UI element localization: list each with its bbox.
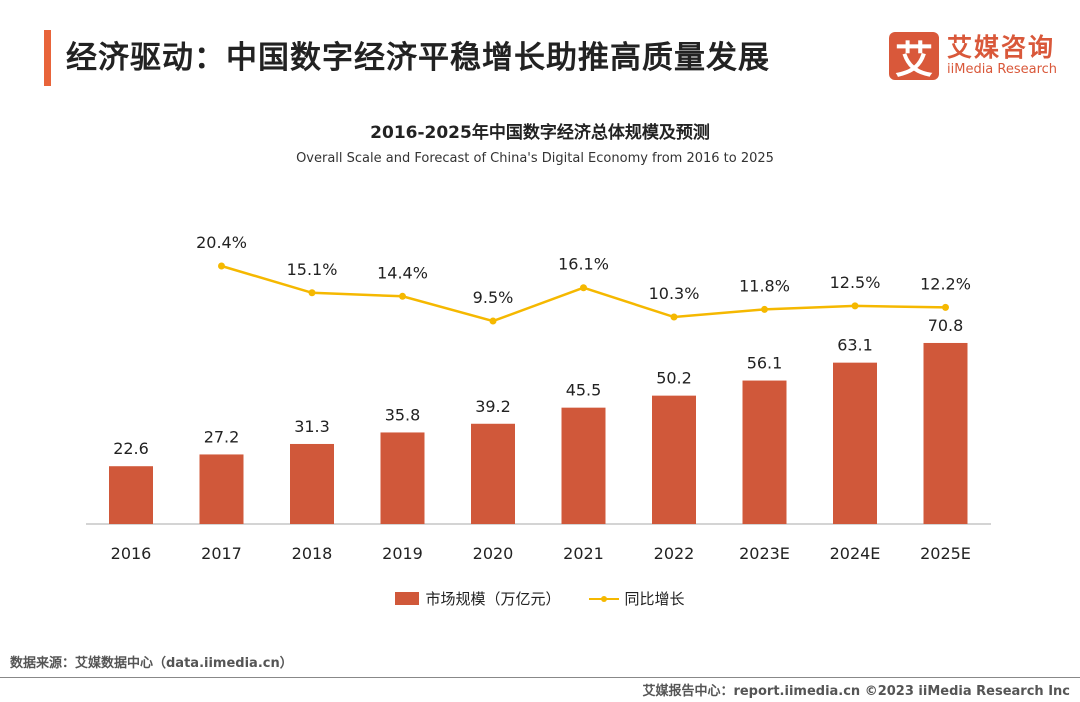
legend-item-line: 同比增长 <box>588 588 685 609</box>
growth-point <box>308 289 316 297</box>
growth-value-label: 14.4% <box>377 263 428 282</box>
chart-title: 2016-2025年中国数字经济总体规模及预测 <box>370 123 710 143</box>
bar <box>109 466 153 524</box>
bar-value-label: 70.8 <box>928 316 964 335</box>
bar <box>742 380 787 524</box>
title-accent-bar <box>44 30 51 86</box>
page-title: 经济驱动：中国数字经济平稳增长助推高质量发展 <box>66 40 770 76</box>
bar-value-label: 22.6 <box>113 439 149 458</box>
x-tick-label: 2016 <box>111 544 152 563</box>
chart-subtitle: Overall Scale and Forecast of China's Di… <box>296 151 774 166</box>
growth-value-label: 11.8% <box>739 276 790 295</box>
growth-value-label: 16.1% <box>558 255 609 274</box>
footer: 艾媒报告中心：report.iimedia.cn ©2023 iiMedia R… <box>642 684 1070 699</box>
bar <box>833 362 877 524</box>
legend-item-bar: 市场规模（万亿元） <box>395 588 561 609</box>
bar <box>561 407 606 524</box>
legend-bar-swatch <box>395 592 420 605</box>
bar <box>199 454 244 524</box>
growth-value-label: 10.3% <box>649 284 700 303</box>
growth-point <box>218 262 225 270</box>
bar-value-label: 50.2 <box>656 369 692 388</box>
data-source: 数据来源：艾媒数据中心（data.iimedia.cn） <box>10 656 293 671</box>
x-tick-label: 2023E <box>739 544 790 563</box>
growth-point <box>942 303 949 311</box>
bar-value-label: 63.1 <box>837 336 873 355</box>
bar-value-label: 27.2 <box>204 427 240 446</box>
logo-en: iiMedia Research <box>947 62 1058 77</box>
growth-value-label: 9.5% <box>473 288 514 307</box>
x-tick-label: 2019 <box>382 544 423 563</box>
x-tick-label: 2024E <box>830 544 881 563</box>
legend-label: 市场规模（万亿元） <box>425 590 561 608</box>
logo: 艾 艾媒咨询 iiMedia Research <box>889 32 1058 82</box>
bar <box>380 432 425 524</box>
growth-value-label: 15.1% <box>287 260 338 279</box>
bar-value-label: 56.1 <box>747 354 783 373</box>
bar <box>471 423 515 524</box>
logo-cn: 艾媒咨询 <box>947 33 1056 62</box>
growth-point <box>399 292 406 300</box>
x-tick-label: 2017 <box>201 544 242 563</box>
bar-value-label: 45.5 <box>566 381 602 400</box>
bar <box>290 443 334 524</box>
x-tick-label: 2022 <box>654 544 695 563</box>
bar-value-label: 39.2 <box>475 397 511 416</box>
growth-value-label: 12.5% <box>830 273 881 292</box>
growth-point <box>670 313 678 321</box>
growth-value-label: 20.4% <box>196 233 247 252</box>
growth-value-label: 12.2% <box>920 274 971 293</box>
growth-point <box>489 317 497 325</box>
bar-value-label: 31.3 <box>294 417 330 436</box>
bar-value-label: 35.8 <box>385 405 421 424</box>
legend: 市场规模（万亿元） 同比增长 <box>0 588 1080 609</box>
x-tick-label: 2018 <box>292 544 333 563</box>
x-tick-label: 2020 <box>473 544 514 563</box>
legend-label: 同比增长 <box>624 590 685 608</box>
bar <box>652 395 696 524</box>
logo-mark: 艾 <box>889 32 939 82</box>
growth-point <box>761 305 768 313</box>
growth-point <box>580 284 587 292</box>
footer-divider <box>0 677 1080 678</box>
x-tick-label: 2025E <box>920 544 971 563</box>
legend-line-swatch <box>588 595 619 602</box>
bar <box>923 342 968 524</box>
x-tick-label: 2021 <box>563 544 604 563</box>
growth-point <box>851 302 859 310</box>
